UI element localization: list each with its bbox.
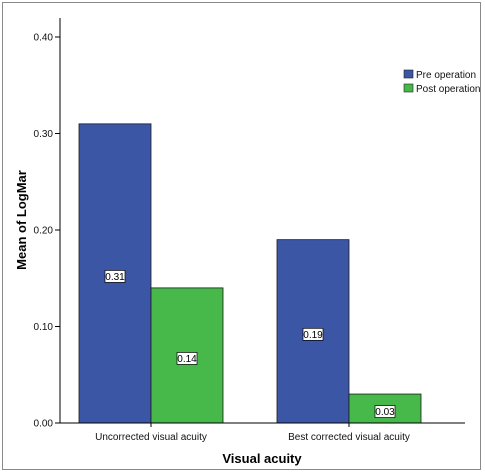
legend: Pre operation Post operation [403, 69, 481, 95]
y-tick-label: 0.40 [34, 33, 54, 44]
data-label-box [374, 405, 396, 418]
axes-layer [59, 18, 465, 424]
y-tick-label: 0.10 [34, 322, 54, 333]
x-tick-label: Uncorrected visual acuity [95, 432, 207, 443]
data-label-box [176, 352, 198, 365]
bars-layer [78, 123, 422, 424]
labels-layer: 0.00 0.10 0.20 0.30 0.40 Uncorrected visual a… [34, 33, 410, 444]
data-label: 0.19 [303, 330, 323, 341]
y-tick-label: 0.00 [34, 419, 54, 430]
x-tick-label: Best corrected visual acuity [288, 432, 410, 443]
legend-label-post-operation: Post operation [416, 84, 481, 95]
data-label-box [302, 327, 324, 341]
data-label: 0.31 [105, 272, 125, 283]
legend-swatch-pre-operation [403, 69, 414, 79]
legend-label-pre-operation: Pre operation [416, 70, 476, 81]
x-axis-title: Visual acuity [222, 451, 302, 466]
data-label-box [104, 270, 126, 283]
y-tick-label: 0.30 [34, 129, 54, 140]
data-label: 0.03 [375, 407, 395, 418]
y-axis-title: Mean of LogMar [14, 170, 29, 270]
legend-swatch-post-operation [403, 83, 414, 93]
data-label: 0.14 [177, 354, 197, 365]
y-tick-label: 0.20 [34, 226, 54, 237]
